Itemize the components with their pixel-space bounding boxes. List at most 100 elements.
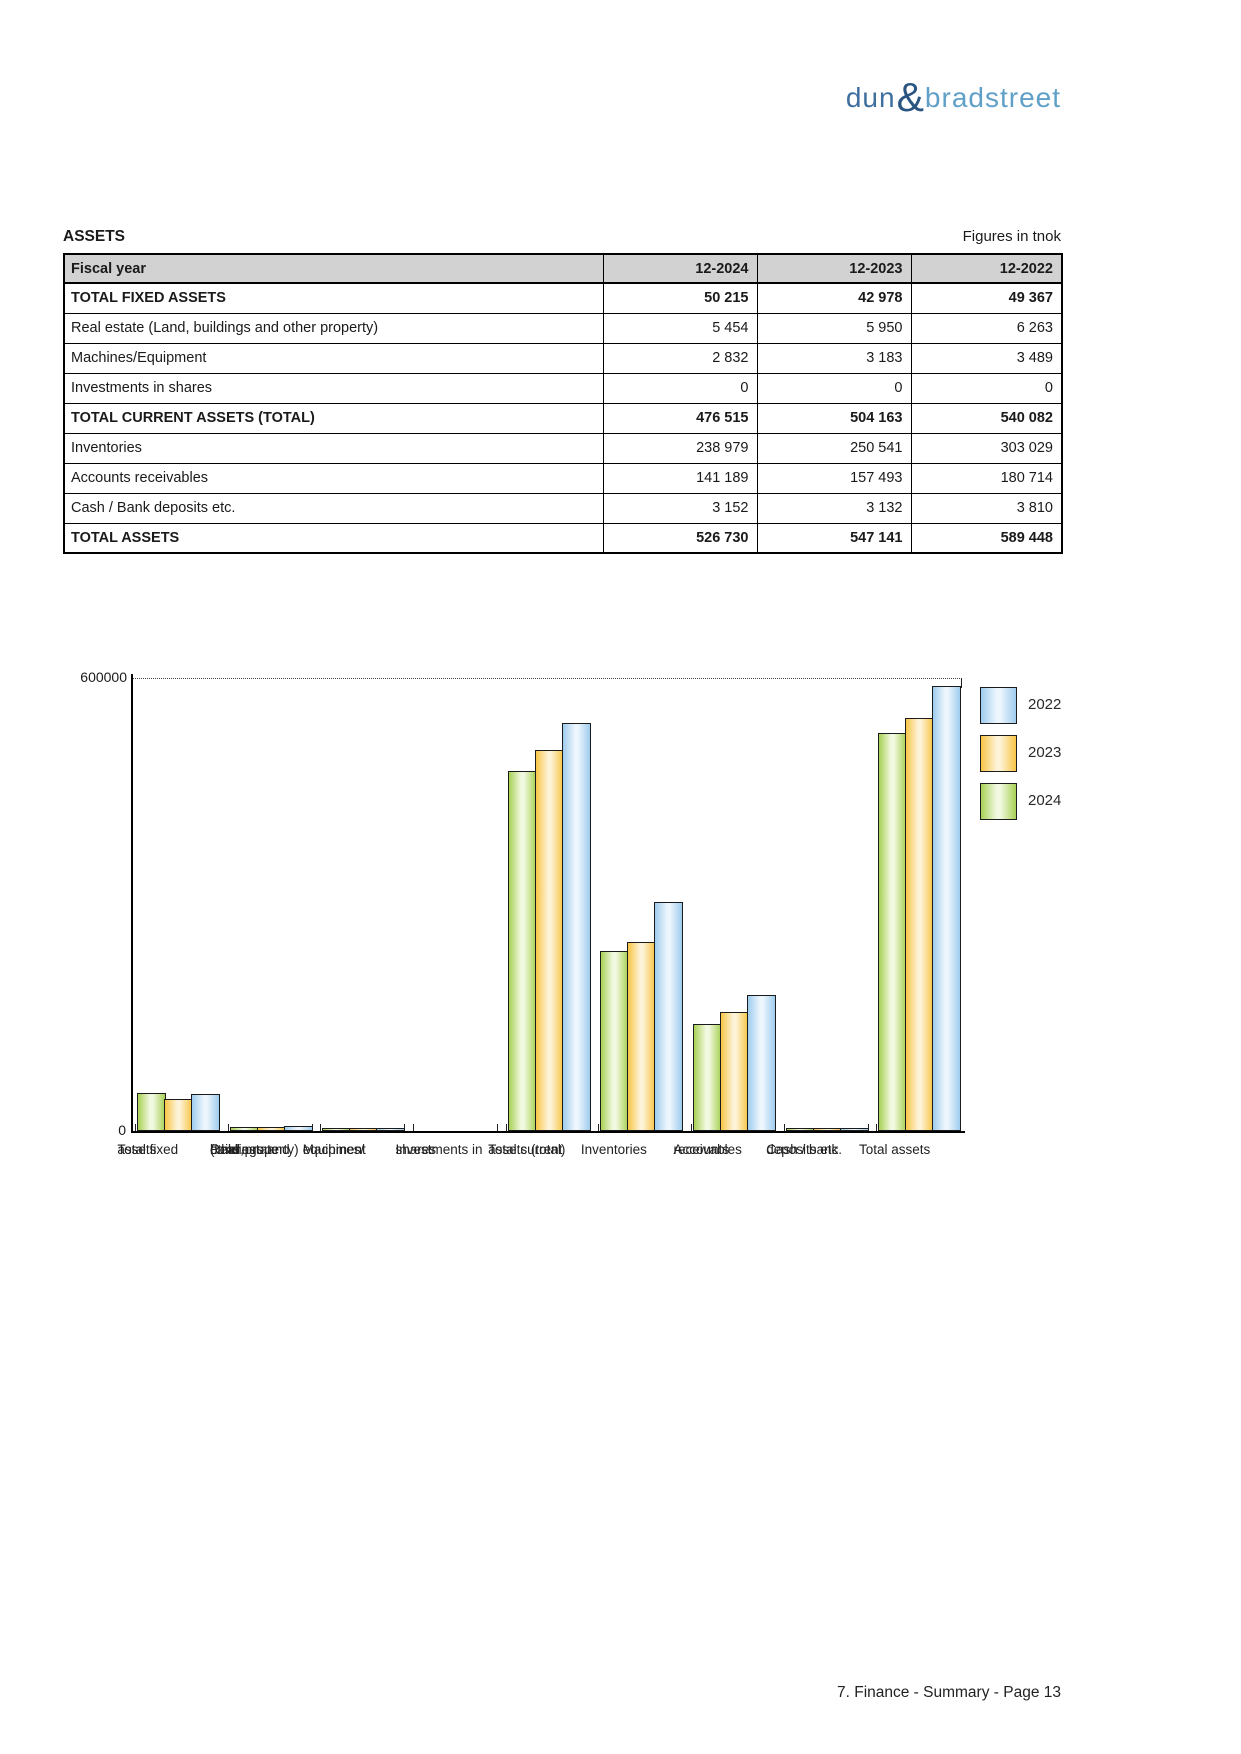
group-tick <box>404 1124 406 1131</box>
bar-2024 <box>785 1128 815 1131</box>
legend-swatch-2024 <box>980 783 1017 820</box>
table-row: Investments in shares 0 0 0 <box>63 372 1063 404</box>
row-value: 250 541 <box>756 432 912 464</box>
row-value: 589 448 <box>910 522 1063 554</box>
bar-2023 <box>812 1128 842 1131</box>
row-value: 3 183 <box>756 342 912 374</box>
bar-2022 <box>190 1094 220 1131</box>
row-label: Accounts receivables <box>63 462 604 494</box>
row-value: 141 189 <box>602 462 758 494</box>
logo-word-dun: dun <box>845 82 896 113</box>
bar-2023 <box>163 1099 193 1131</box>
section-heading-row: ASSETS Figures in tnok <box>63 228 1061 246</box>
category-label-line: deposits etc. <box>766 1142 843 1157</box>
category-label-line: equipment <box>302 1142 366 1157</box>
group-tick <box>505 1124 507 1131</box>
bar-2022 <box>654 902 684 1131</box>
row-value: 238 979 <box>602 432 758 464</box>
category-label-line: Total assets <box>858 1142 931 1157</box>
group-tick <box>311 1124 313 1131</box>
row-label: Inventories <box>63 432 604 464</box>
bar-2024 <box>507 771 537 1131</box>
group-tick <box>227 1124 229 1131</box>
bar-2023 <box>349 1128 379 1131</box>
row-value: 0 <box>602 372 758 404</box>
bar-2022 <box>747 995 777 1131</box>
row-value: 6 263 <box>910 312 1063 344</box>
row-value: 303 029 <box>910 432 1063 464</box>
fiscal-year-header: Fiscal year <box>63 253 604 284</box>
row-value: 3 152 <box>602 492 758 524</box>
category-label-line: Investments in <box>395 1142 483 1157</box>
category-label-line: shares <box>395 1142 436 1157</box>
row-value: 504 163 <box>756 402 912 434</box>
table-row: Real estate (Land, buildings and other p… <box>63 312 1063 344</box>
category-label-line: Real estate <box>210 1142 279 1157</box>
legend-label-2022: 2022 <box>1028 696 1062 713</box>
row-value: 5 454 <box>602 312 758 344</box>
group-tick <box>320 1124 322 1131</box>
table-row: TOTAL CURRENT ASSETS (TOTAL) 476 515 504 1… <box>63 402 1063 434</box>
row-label: Real estate (Land, buildings and other p… <box>63 312 604 344</box>
category-label-line: (land, <box>210 1142 244 1157</box>
table-row: TOTAL FIXED ASSETS 50 215 42 978 49 367 <box>63 282 1063 314</box>
dun-bradstreet-logo: dun&bradstreet <box>845 70 1061 120</box>
row-value: 180 714 <box>910 462 1063 494</box>
legend-label-2023: 2023 <box>1028 744 1062 761</box>
row-value: 2 832 <box>602 342 758 374</box>
group-tick <box>691 1124 693 1131</box>
group-tick <box>589 1124 591 1131</box>
category-label-line: receivables <box>673 1142 742 1157</box>
bar-2022 <box>932 686 962 1131</box>
assets-heading: ASSETS <box>63 228 126 245</box>
row-label: TOTAL ASSETS <box>63 522 604 554</box>
category-label-line: assets <box>117 1142 157 1157</box>
table-row: Accounts receivables 141 189 157 493 180 71… <box>63 462 1063 494</box>
row-value: 540 082 <box>910 402 1063 434</box>
row-value: 476 515 <box>602 402 758 434</box>
y-axis <box>131 674 133 1131</box>
group-tick <box>783 1124 785 1131</box>
bar-2023 <box>256 1127 286 1131</box>
row-value: 3 810 <box>910 492 1063 524</box>
bar-2024 <box>693 1024 723 1131</box>
legend-label-2024: 2024 <box>1028 792 1062 809</box>
row-label: TOTAL CURRENT ASSETS (TOTAL) <box>63 402 604 434</box>
bar-2024 <box>878 733 908 1131</box>
group-tick <box>134 1124 136 1131</box>
row-value: 0 <box>910 372 1063 404</box>
bar-2023 <box>905 718 935 1131</box>
row-label: Cash / Bank deposits etc. <box>63 492 604 524</box>
category-label-line: other property) <box>210 1142 299 1157</box>
bar-2024 <box>136 1093 166 1131</box>
gridline-end-tick <box>961 678 962 688</box>
group-tick <box>960 1124 962 1131</box>
group-tick <box>496 1124 498 1131</box>
category-label-line: Accounts <box>673 1142 730 1157</box>
category-label-line: Machines/ <box>302 1142 365 1157</box>
category-label-line: Inventories <box>580 1142 647 1157</box>
row-value: 157 493 <box>756 462 912 494</box>
bar-2022 <box>839 1128 869 1131</box>
row-label: Investments in shares <box>63 372 604 404</box>
bar-2024 <box>322 1128 352 1131</box>
category-label-line: buildings and <box>210 1142 290 1157</box>
gridline-600000 <box>131 678 962 679</box>
category-label-line: Cash / bank <box>766 1142 839 1157</box>
logo-ampersand-icon: & <box>896 74 924 120</box>
group-tick <box>218 1124 220 1131</box>
table-header-row: Fiscal year 12-2024 12-2023 12-2022 <box>63 253 1063 284</box>
legend-swatch-2022 <box>980 687 1017 724</box>
group-tick <box>598 1124 600 1131</box>
legend-swatch-2023 <box>980 735 1017 772</box>
bar-2022 <box>283 1126 313 1131</box>
bar-2022 <box>561 723 591 1131</box>
group-tick <box>682 1124 684 1131</box>
group-tick <box>775 1124 777 1131</box>
bar-2023 <box>627 942 657 1131</box>
table-row: Cash / Bank deposits etc. 3 152 3 132 3 810 <box>63 492 1063 524</box>
year-column-header: 12-2022 <box>910 253 1063 284</box>
bar-2024 <box>229 1127 259 1131</box>
y-tick-label-600000: 600000 <box>80 669 127 685</box>
